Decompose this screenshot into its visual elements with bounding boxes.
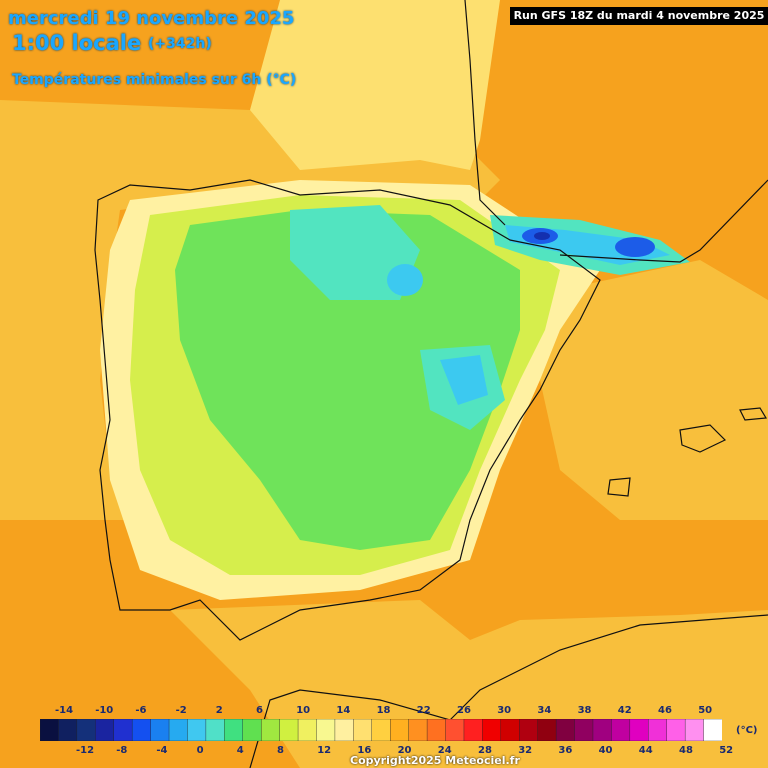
color-scale-swatch bbox=[334, 719, 355, 741]
color-scale-swatch bbox=[168, 719, 189, 741]
scale-label-top: 22 bbox=[416, 705, 431, 716]
scale-label-bottom: 16 bbox=[357, 745, 372, 756]
zone-blue-pyrenees-east bbox=[615, 237, 655, 257]
scale-label-bottom: 36 bbox=[558, 745, 573, 756]
scale-label-top: -6 bbox=[135, 705, 147, 716]
zone-cyan-central bbox=[440, 355, 488, 405]
scale-label-bottom: -4 bbox=[156, 745, 168, 756]
scale-label-bottom: 44 bbox=[638, 745, 653, 756]
color-scale-swatch bbox=[187, 719, 207, 741]
island-menorca bbox=[739, 407, 768, 421]
zone-cyan-north bbox=[387, 264, 423, 296]
color-scale-swatch bbox=[555, 719, 576, 741]
scale-label-bottom: 28 bbox=[478, 745, 492, 756]
scale-label-bottom: 52 bbox=[719, 745, 734, 756]
copyright: Copyright2025 Meteociel.fr bbox=[350, 754, 520, 767]
scale-label-bottom: 48 bbox=[679, 745, 693, 756]
color-scale-swatch bbox=[390, 719, 410, 741]
color-scale-swatch bbox=[666, 719, 686, 741]
island-mallorca bbox=[679, 424, 727, 453]
forecast-date: mercredi 19 novembre 2025 bbox=[8, 8, 295, 29]
scale-label-top: 30 bbox=[497, 705, 512, 716]
color-scale-swatch bbox=[574, 719, 594, 741]
color-scale-swatch bbox=[408, 719, 428, 741]
scale-label-bottom: 4 bbox=[236, 745, 244, 756]
zone-yellow-east bbox=[540, 260, 768, 520]
forecast-offset: (+342h) bbox=[148, 36, 212, 52]
scale-label-top: 50 bbox=[698, 705, 713, 716]
color-scale-swatch bbox=[519, 719, 539, 741]
coastline-france bbox=[464, 0, 768, 263]
scale-label-top: 2 bbox=[215, 705, 223, 716]
color-scale-swatch bbox=[648, 719, 668, 741]
zone-green-interior bbox=[175, 210, 520, 550]
forecast-time: 1:00 locale bbox=[12, 31, 142, 55]
scale-label-bottom: -12 bbox=[76, 745, 95, 756]
zone-dark-blue-pyrenees bbox=[534, 232, 550, 240]
scale-label-top: 38 bbox=[577, 705, 592, 716]
color-scale-swatch bbox=[297, 719, 318, 741]
color-scale-swatch bbox=[279, 719, 299, 741]
scale-label-bottom: 0 bbox=[196, 745, 204, 756]
zone-yellow-north bbox=[250, 0, 500, 170]
color-scale-swatch bbox=[224, 719, 244, 741]
scale-label-top: 18 bbox=[376, 705, 391, 716]
color-scale-swatch bbox=[629, 719, 649, 741]
parameter-title: Températures minimales sur 6h (°C) bbox=[12, 72, 297, 88]
coastline-iberia bbox=[94, 179, 601, 641]
scale-label-bottom: 40 bbox=[598, 745, 613, 756]
color-scale-swatch bbox=[703, 719, 722, 741]
scale-label-top: 42 bbox=[617, 705, 632, 716]
color-scale-swatch bbox=[316, 719, 336, 741]
color-scale-swatch bbox=[353, 719, 373, 741]
zone-teal-north bbox=[290, 205, 420, 300]
color-scale-swatch bbox=[684, 719, 705, 741]
color-scale-swatch bbox=[58, 719, 78, 741]
color-scale-swatch bbox=[463, 719, 484, 741]
scale-label-bottom: 24 bbox=[437, 745, 452, 756]
scale-label-top: -14 bbox=[55, 705, 74, 716]
scale-label-bottom: 20 bbox=[397, 745, 412, 756]
scale-label-bottom: -8 bbox=[116, 745, 128, 756]
color-scale-swatch bbox=[371, 719, 391, 741]
color-scale-swatch bbox=[242, 719, 262, 741]
scale-label-top: 14 bbox=[336, 705, 351, 716]
island-ibiza bbox=[607, 477, 631, 497]
color-scale-swatch bbox=[592, 719, 613, 741]
color-scale-swatch bbox=[611, 719, 631, 741]
scale-label-top: 46 bbox=[658, 705, 672, 716]
color-scale-swatch bbox=[537, 719, 557, 741]
run-label: Run GFS 18Z du mardi 4 novembre 2025 bbox=[510, 7, 768, 25]
color-scale-swatch bbox=[76, 719, 96, 741]
scale-label-bottom: 8 bbox=[277, 745, 284, 756]
color-scale-swatch bbox=[445, 719, 465, 741]
color-scale-swatch bbox=[40, 719, 60, 741]
zone-deep-orange-southwest bbox=[0, 510, 280, 768]
scale-label-bottom: 12 bbox=[317, 745, 332, 756]
scale-label-top: 6 bbox=[256, 705, 263, 716]
scale-label-top: 10 bbox=[296, 705, 311, 716]
color-scale-swatch bbox=[500, 719, 520, 741]
color-scale-swatch bbox=[131, 719, 152, 741]
color-scale-swatch bbox=[426, 719, 447, 741]
color-scale-swatch bbox=[482, 719, 502, 741]
color-scale-swatch bbox=[95, 719, 115, 741]
color-scale-bar bbox=[40, 719, 722, 741]
scale-label-bottom: 32 bbox=[518, 745, 533, 756]
scale-label-top: 26 bbox=[457, 705, 471, 716]
scale-label-top: 34 bbox=[537, 705, 552, 716]
color-scale-swatch bbox=[113, 719, 133, 741]
color-scale-swatch bbox=[260, 719, 281, 741]
scale-label-top: -10 bbox=[95, 705, 114, 716]
color-scale-swatch bbox=[150, 719, 170, 741]
scale-label-top: -2 bbox=[175, 705, 187, 716]
legend-unit: (°C) bbox=[736, 725, 758, 736]
color-scale-swatch bbox=[205, 719, 226, 741]
zone-deep-orange-mediterranean bbox=[470, 520, 710, 640]
